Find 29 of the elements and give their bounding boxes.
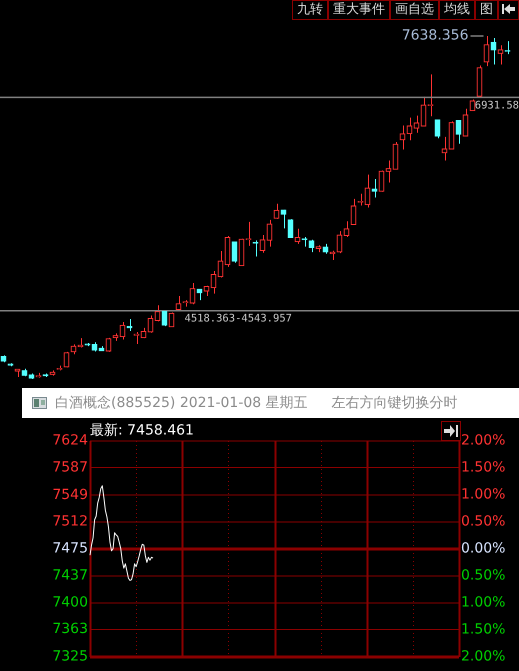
y2-tick-label: 1.50% (461, 460, 506, 476)
annotation: 7638.356 (402, 28, 469, 44)
text: 图 (475, 0, 498, 20)
y-tick-label: 7437 (52, 568, 88, 584)
y-tick-label: 7475 (52, 540, 88, 556)
annotation: 4518.363-4543.957 (184, 312, 292, 325)
y2-tick-label: 0.50% (461, 514, 506, 530)
y2-tick-label: 0.50% (461, 568, 506, 584)
y-tick-label: 7587 (52, 459, 88, 476)
y2-tick-label: 2.00% (461, 432, 506, 449)
y-tick-label: 7512 (52, 514, 88, 530)
y-tick-label: 7400 (52, 594, 88, 610)
y2-tick-label: 2.00% (461, 648, 506, 665)
text: 最新: 7458.461 (90, 422, 194, 439)
text: 重大事件 (328, 0, 390, 20)
y-tick-label: 7549 (52, 486, 88, 503)
y-tick-label: 7624 (52, 432, 88, 449)
y-tick-label: 7363 (52, 621, 88, 638)
text: 画自选 (390, 0, 439, 20)
y-tick-label: 7325 (52, 648, 88, 665)
y2-tick-label: 0.00% (461, 540, 506, 557)
chart-title: 白酒概念(885525) 2021-01-08 星期五 (55, 394, 308, 412)
y2-tick-label: 1.00% (461, 594, 506, 611)
y2-tick-label: 1.50% (461, 622, 506, 638)
y2-tick-label: 1.00% (461, 486, 506, 503)
text: 九转 (292, 0, 328, 20)
annotation: 6931.58 (474, 99, 519, 112)
text: 均线 (439, 0, 475, 20)
chart-subtitle: 左右方向键切换分时 (332, 394, 458, 412)
